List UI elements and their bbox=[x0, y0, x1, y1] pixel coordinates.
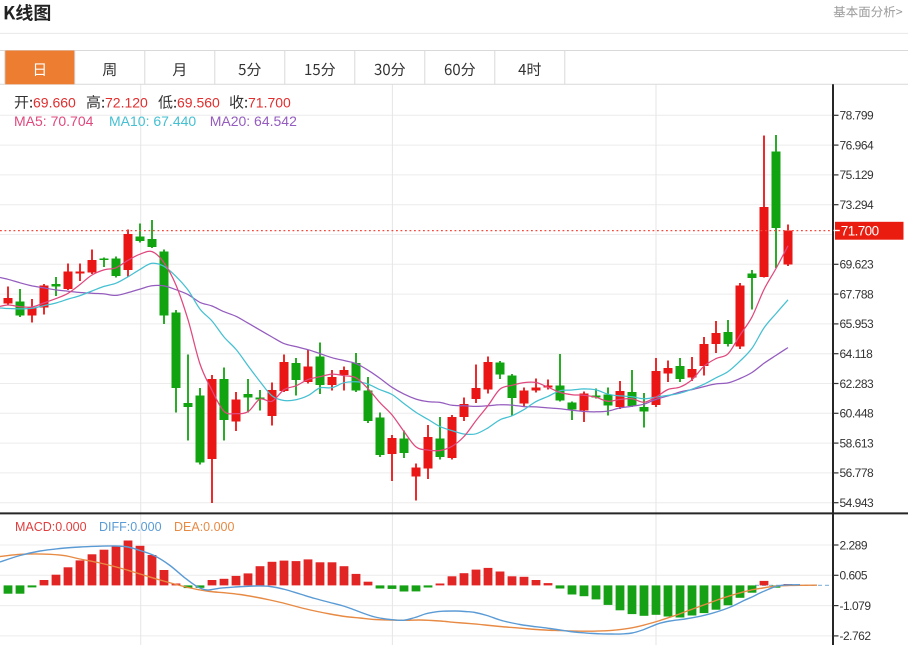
svg-text:DEA:0.000: DEA:0.000 bbox=[174, 520, 235, 534]
svg-text:54.943: 54.943 bbox=[840, 496, 875, 510]
svg-text:64.118: 64.118 bbox=[840, 347, 874, 361]
svg-text:75.129: 75.129 bbox=[840, 168, 875, 182]
svg-text:73.294: 73.294 bbox=[840, 198, 875, 212]
svg-text:72.120: 72.120 bbox=[105, 95, 148, 111]
svg-text:-2.762: -2.762 bbox=[840, 629, 872, 643]
svg-text:76.964: 76.964 bbox=[840, 138, 875, 152]
svg-text:0.605: 0.605 bbox=[840, 569, 868, 583]
svg-text:-1.079: -1.079 bbox=[840, 599, 872, 613]
svg-text:65.953: 65.953 bbox=[840, 317, 875, 331]
svg-text:56.778: 56.778 bbox=[840, 466, 875, 480]
svg-text:MA5: 70.704: MA5: 70.704 bbox=[14, 113, 94, 129]
svg-text:MA10: 67.440: MA10: 67.440 bbox=[109, 113, 196, 129]
svg-text:67.788: 67.788 bbox=[840, 287, 875, 301]
svg-text:69.623: 69.623 bbox=[840, 258, 875, 272]
svg-text:69.660: 69.660 bbox=[33, 95, 76, 111]
svg-text:2.289: 2.289 bbox=[840, 538, 868, 552]
svg-text:MA20: 64.542: MA20: 64.542 bbox=[210, 113, 297, 129]
svg-text:MACD:0.000: MACD:0.000 bbox=[15, 520, 87, 534]
svg-text:78.799: 78.799 bbox=[840, 109, 875, 123]
svg-text:60.448: 60.448 bbox=[840, 407, 875, 421]
svg-text:71.700: 71.700 bbox=[248, 95, 291, 111]
svg-text:62.283: 62.283 bbox=[840, 377, 875, 391]
svg-text:DIFF:0.000: DIFF:0.000 bbox=[99, 520, 162, 534]
svg-text:58.613: 58.613 bbox=[840, 436, 875, 450]
svg-text:71.700: 71.700 bbox=[841, 224, 879, 239]
svg-text:69.560: 69.560 bbox=[177, 95, 220, 111]
